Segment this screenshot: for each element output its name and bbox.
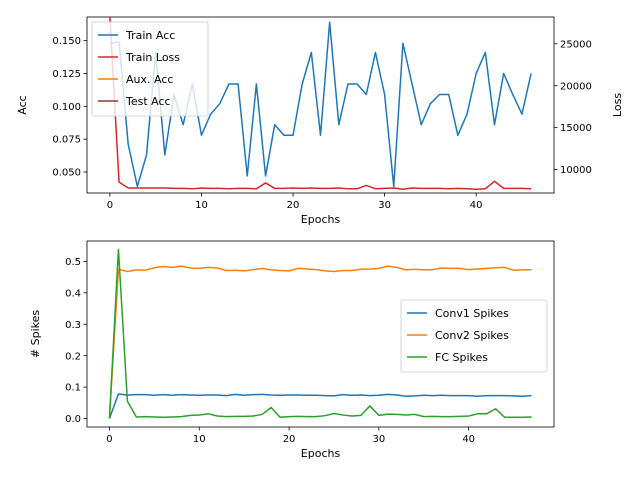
legend-label: Train Loss: [125, 51, 180, 64]
y-axis-label: Acc: [16, 95, 29, 114]
x-tick-label: 30: [378, 200, 391, 211]
y-tick-label: 0.150: [52, 36, 81, 47]
plot-frame: [86, 16, 555, 194]
legend-label: Train Acc: [125, 29, 175, 42]
series-line-conv1-spikes: [108, 393, 532, 419]
y2-axis-label: Loss: [611, 93, 624, 117]
y-axis-label: # Spikes: [29, 310, 42, 358]
x-tick-label: 0: [107, 200, 113, 211]
y-tick-label: 0.0: [65, 414, 81, 425]
legend-label: Conv2 Spikes: [435, 329, 509, 342]
y2-tick-label: 15000: [560, 123, 592, 134]
y-tick-label: 0.2: [65, 351, 81, 362]
y2-tick-label: 25000: [560, 39, 592, 50]
x-tick-label: 30: [373, 434, 386, 445]
plot-frame: [86, 240, 555, 428]
x-axis-label: Epochs: [301, 213, 341, 226]
y-tick-label: 0.050: [52, 168, 81, 179]
y-tick-label: 0.5: [65, 257, 81, 268]
legend-box: [400, 299, 548, 373]
legend-label: Conv1 Spikes: [435, 307, 509, 320]
y-tick-label: 0.4: [65, 288, 81, 299]
x-tick-label: 10: [195, 200, 208, 211]
x-axis-label: Epochs: [301, 447, 341, 460]
y-tick-label: 0.1: [65, 383, 81, 394]
series-line-conv2-spikes: [108, 265, 532, 419]
y2-tick-label: 10000: [560, 165, 592, 176]
legend-label: Aux. Acc: [126, 73, 173, 86]
plot-2: 0 10 20 30 40 0.0 0.1 0.2 0.3 0.4 0.5 Epochs # Spike…: [29, 240, 555, 460]
x-tick-label: 40: [470, 200, 483, 211]
series-line-train-loss: [109, 16, 532, 190]
legend-box: [91, 21, 209, 117]
plot-1: 0 10 20 30 40 0.050 0.075 0.100 0.125 0.150 Epochs…: [16, 16, 624, 226]
y-tick-label: 0.3: [65, 320, 81, 331]
x-tick-label: 20: [287, 200, 300, 211]
legend-label: FC Spikes: [435, 351, 488, 364]
legend-label: Test Acc: [125, 95, 171, 108]
y-tick-label: 0.125: [52, 69, 81, 80]
y-tick-label: 0.075: [52, 135, 81, 146]
x-tick-label: 20: [283, 434, 296, 445]
y-tick-label: 0.100: [52, 102, 81, 113]
series-line-fc-spikes: [108, 248, 532, 419]
x-tick-label: 10: [193, 434, 206, 445]
x-tick-label: 0: [106, 434, 112, 445]
x-tick-label: 40: [462, 434, 475, 445]
y2-tick-label: 20000: [560, 81, 592, 92]
